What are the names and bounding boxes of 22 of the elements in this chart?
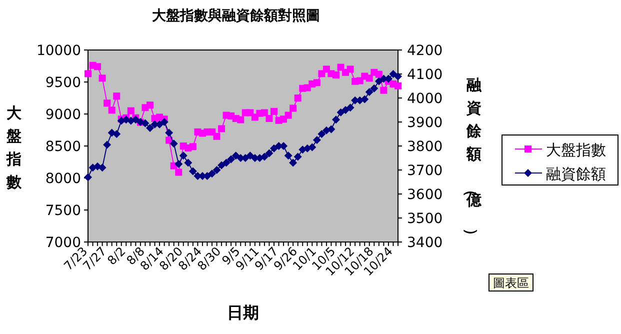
- y-tick-label: 10000: [36, 43, 81, 59]
- text: 圖表區: [493, 276, 529, 290]
- y2-tick-label: 4200: [407, 43, 443, 59]
- y-tick-label: 9500: [45, 75, 81, 91]
- y2-tick-label: 4100: [407, 67, 443, 83]
- y-tick-label: 7500: [45, 203, 81, 219]
- y2-tick-label: 3500: [407, 211, 443, 227]
- y-tick-label: 8500: [45, 139, 81, 155]
- y2-tick-label: 3800: [407, 139, 443, 155]
- y2-tick-label: 3900: [407, 115, 443, 131]
- y-axis-title: 大盤指數: [6, 104, 22, 191]
- legend-label: 大盤指數: [546, 141, 606, 159]
- y2-tick-label: 3700: [407, 163, 443, 179]
- y2-tick-label: 4000: [407, 91, 443, 107]
- legend-label: 融資餘額: [546, 165, 606, 183]
- y-tick-label: 9000: [45, 107, 81, 123]
- y-tick-label: 8000: [45, 171, 81, 187]
- y2-tick-label: 3600: [407, 187, 443, 203]
- chart-title: 大盤指數與融資餘額對照圖: [152, 7, 320, 24]
- x-tick-label: 8/2: [104, 244, 128, 268]
- y2-tick-label: 3400: [407, 235, 443, 251]
- x-axis-title: 日期: [227, 303, 259, 322]
